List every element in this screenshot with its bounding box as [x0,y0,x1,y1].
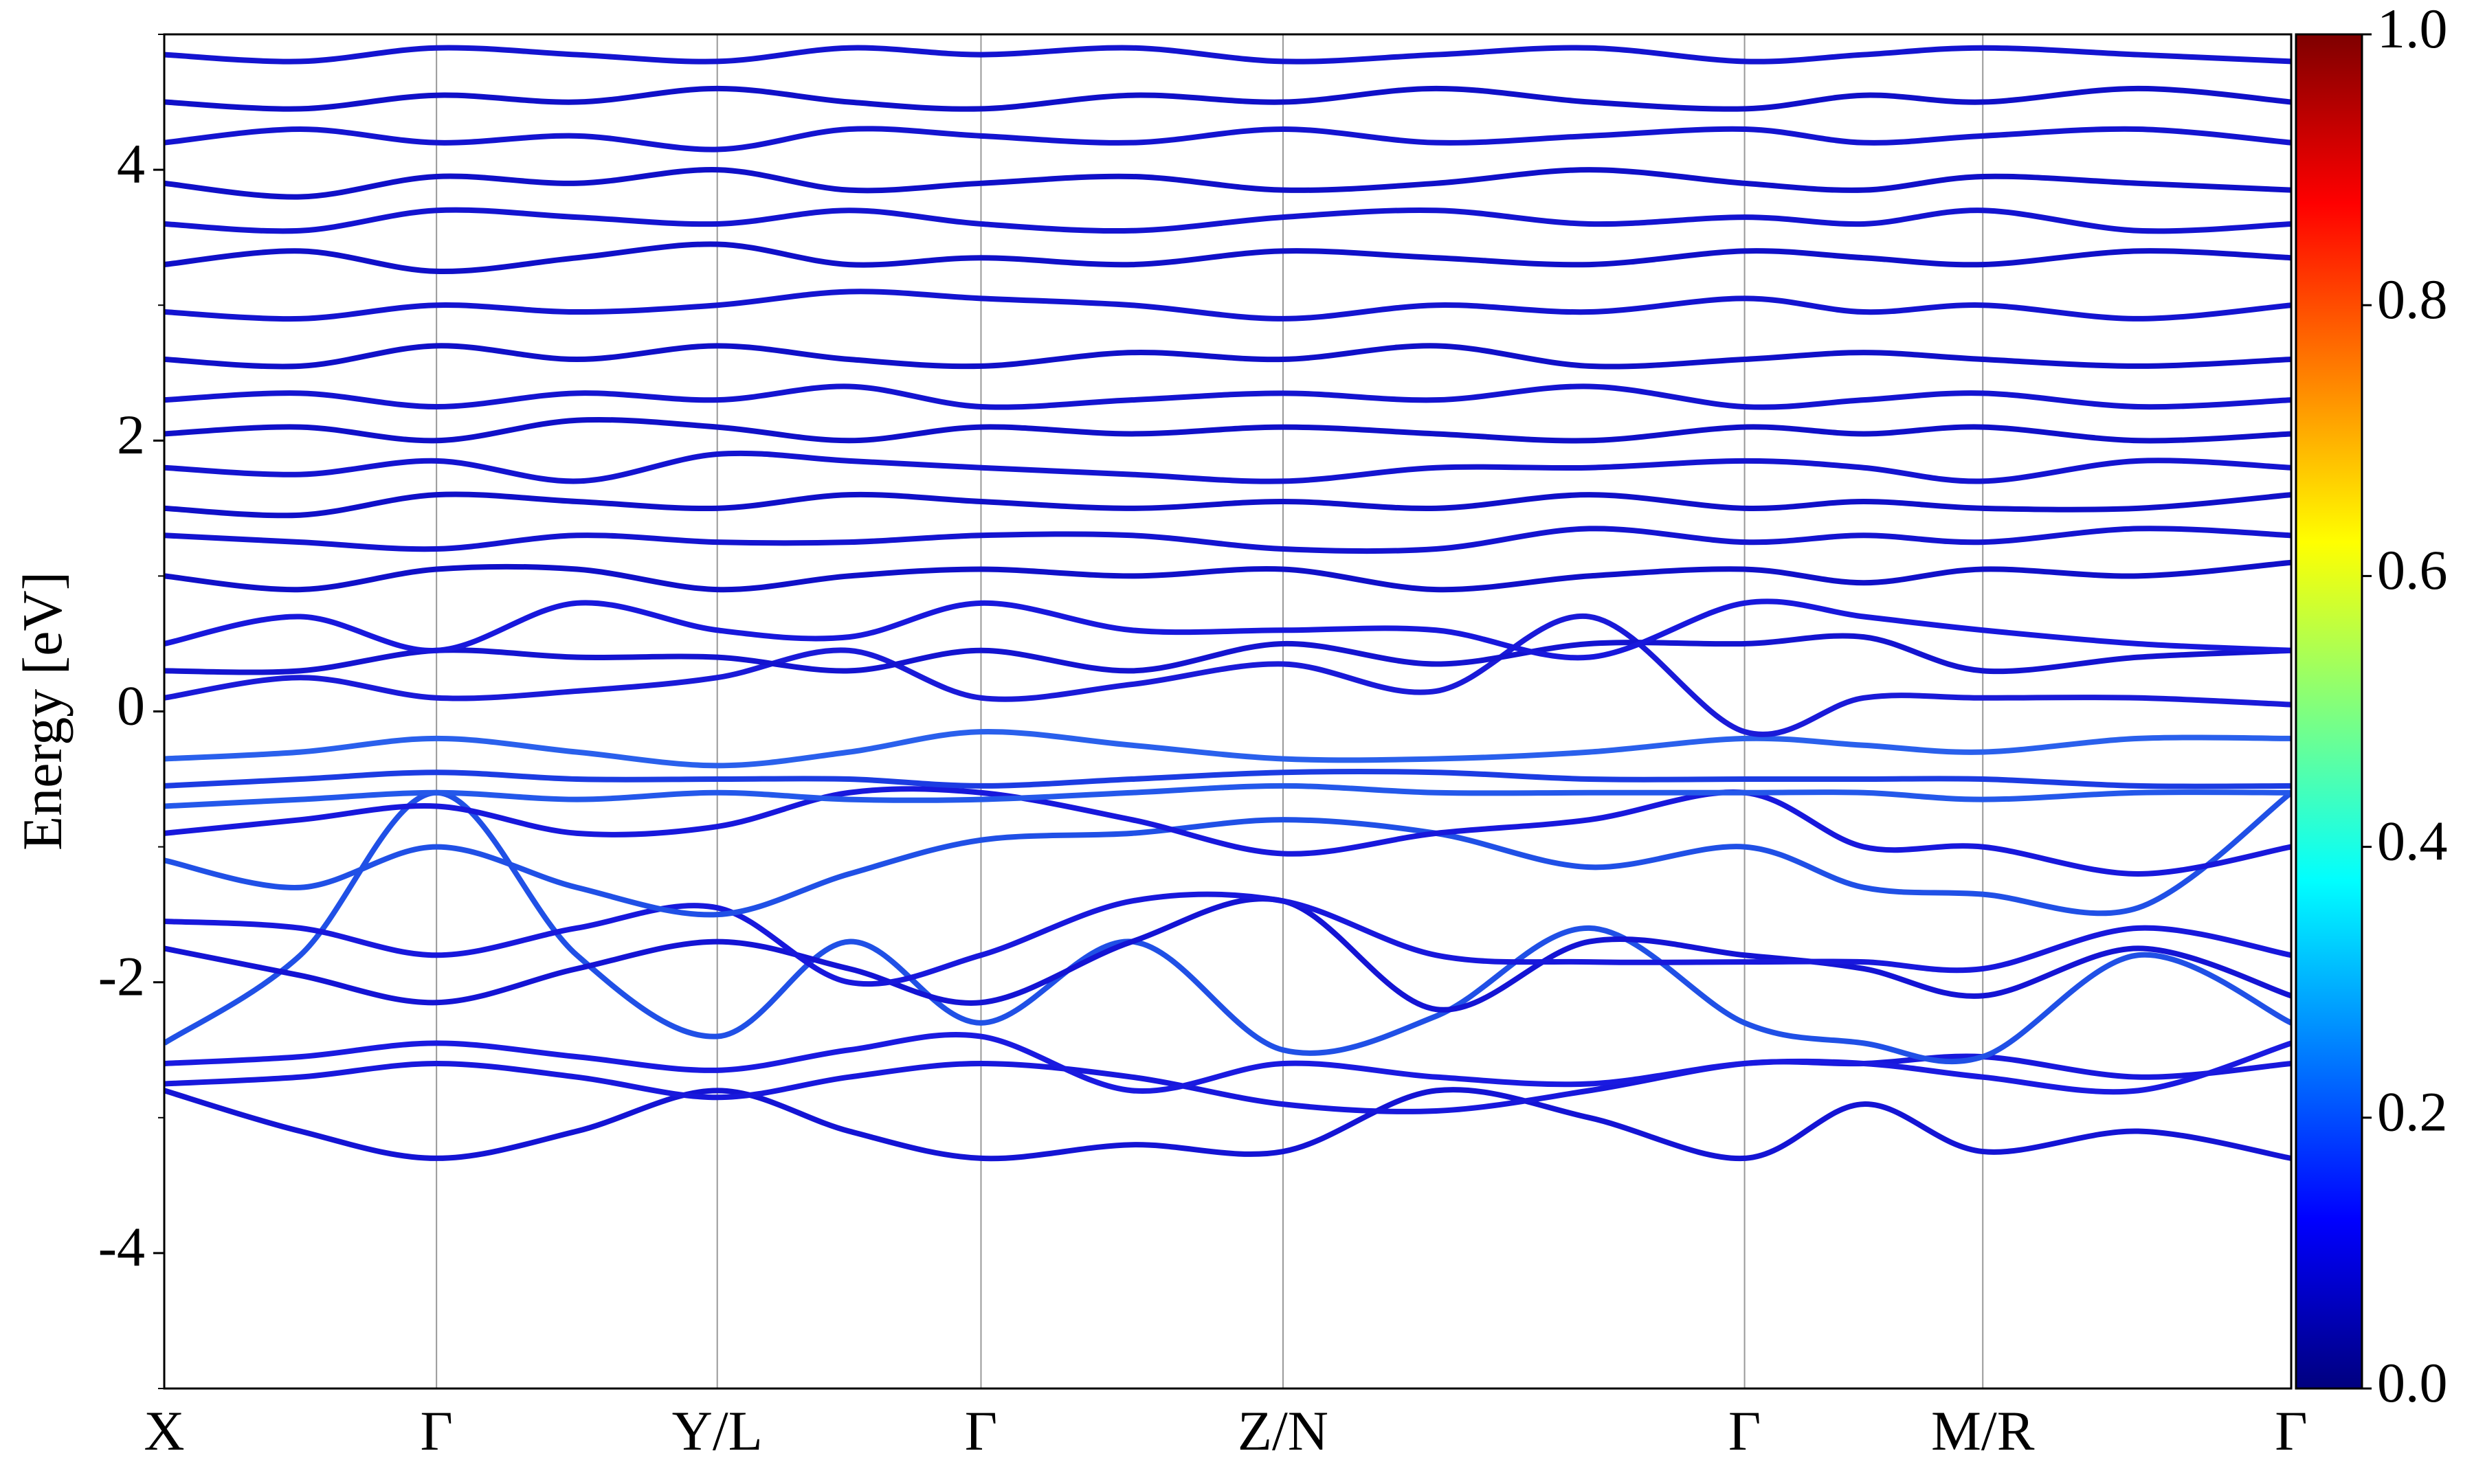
x-tick-label: M/R [1931,1399,2035,1462]
band-line [164,783,2291,809]
band-line [164,167,2291,200]
band-line [164,416,2291,444]
band-line [164,790,2291,918]
band-line [164,343,2291,370]
x-tick-label: Z/N [1238,1399,1328,1462]
y-tick-label: 0 [117,674,145,737]
band-line [164,786,2291,877]
band-line [164,126,2291,153]
y-tick-label: 2 [117,403,145,466]
band-line [164,613,2291,737]
band-line [164,45,2291,65]
band-line [164,1087,2291,1162]
y-tick-label: 4 [117,133,145,195]
colorbar [2295,33,2363,1390]
band-line [164,896,2291,1013]
band-line [164,891,2291,987]
band-line [164,526,2291,554]
y-tick-label: -2 [98,945,145,1008]
x-tick-label: Γ [965,1399,997,1462]
band-line [164,491,2291,519]
band-line [164,633,2291,675]
bands [164,45,2291,1162]
x-tick-label: Γ [2275,1399,2307,1462]
colorbar-tick-label: 0.6 [2377,539,2448,601]
band-line [164,1053,2291,1114]
band-line [164,289,2291,322]
colorbar-tick-label: 0.0 [2377,1351,2448,1414]
band-line [164,241,2291,275]
band-line [164,85,2291,112]
band-line [164,207,2291,234]
plot-frame [163,33,2293,1390]
x-tick-label: X [144,1399,184,1462]
band-line [164,559,2291,593]
band-line [164,450,2291,484]
band-line [164,383,2291,410]
y-axis-label: Energy [eV] [11,572,74,851]
x-tick-label: Γ [1728,1399,1761,1462]
band-line [164,789,2291,1065]
colorbar-tick-label: 0.4 [2377,809,2448,872]
band-line [164,728,2291,769]
band-line [164,598,2291,661]
colorbar-tick-label: 1.0 [2377,0,2448,60]
x-tick-label: Y/L [672,1399,763,1462]
colorbar-tick-label: 0.8 [2377,268,2448,330]
colorbar-tick-label: 0.2 [2377,1081,2448,1143]
band-line [164,1032,2291,1095]
x-tick-label: Γ [420,1399,452,1462]
band-line [164,768,2291,789]
y-tick-label: -4 [98,1216,145,1279]
